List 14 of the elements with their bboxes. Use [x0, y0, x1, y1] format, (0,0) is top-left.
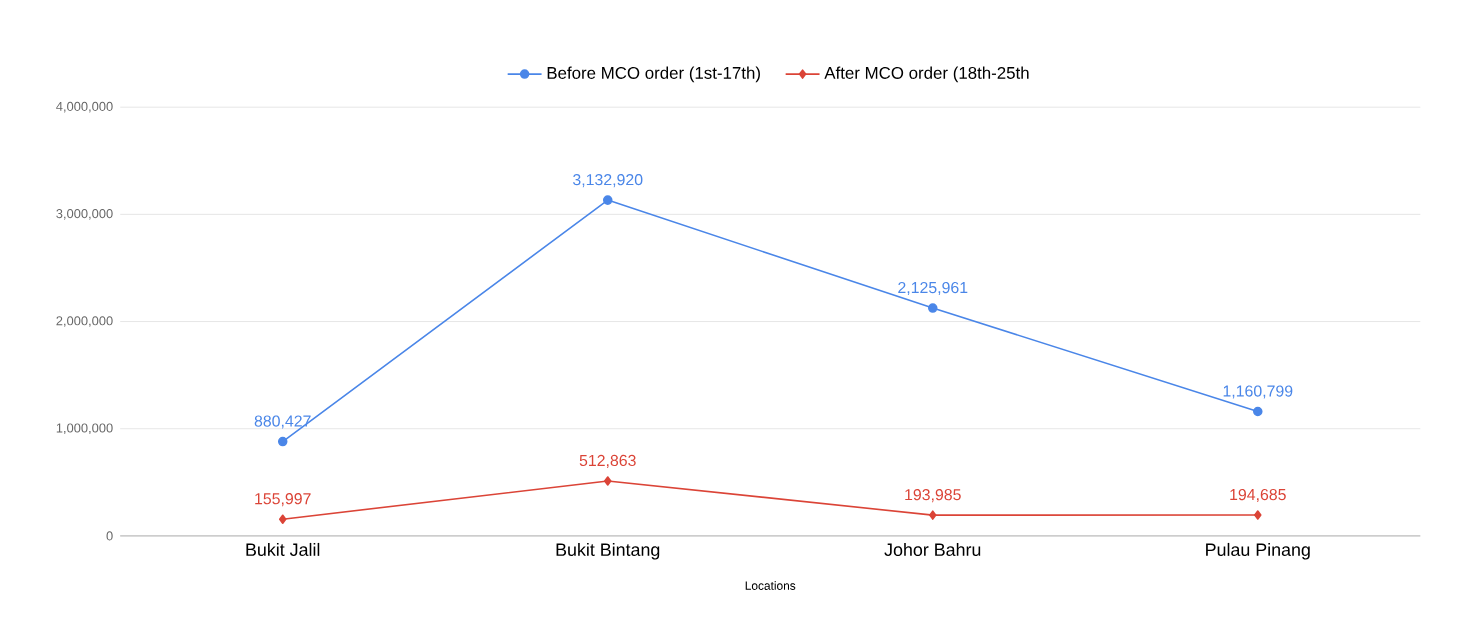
point	[278, 514, 287, 525]
x-tick-label: Johor Bahru	[884, 543, 981, 557]
x-tick-label: Bukit Bintang	[556, 543, 660, 561]
point	[1254, 510, 1262, 521]
point	[602, 195, 613, 206]
point	[603, 476, 612, 487]
point	[277, 437, 288, 447]
legend-label: Before MCO order (1st-17th)	[547, 66, 760, 83]
x-tick-label: Pulau Pinang	[1206, 543, 1310, 561]
point	[928, 510, 937, 521]
point	[927, 303, 938, 314]
x-tick-label: Bukit Jalil	[246, 543, 320, 557]
legend-label: After MCO order (18th-25th	[824, 66, 1029, 83]
point	[1253, 407, 1263, 417]
